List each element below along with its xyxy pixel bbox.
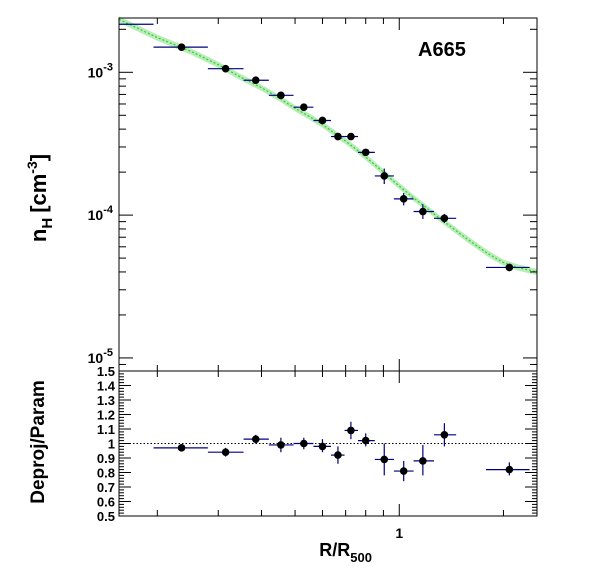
bottom-data-point (318, 442, 327, 451)
bottom-y-tick-label: 1.5 (97, 364, 115, 379)
bottom-y-tick-label: 0.5 (97, 509, 115, 524)
bottom-x-tick-label: 1 (395, 525, 403, 541)
bottom-y-tick-label: 1.2 (97, 408, 115, 423)
bottom-panel: 0.50.60.70.80.911.11.21.31.41.51 Deproj/… (28, 364, 538, 565)
bottom-data-point (300, 439, 308, 448)
bottom-y-tick-label: 1.1 (97, 422, 115, 437)
top-y-tick-label: 10-5 (88, 347, 113, 366)
top-axes: 10-3 10-4 10-5 (88, 17, 538, 372)
bottom-axes: 0.50.60.70.80.911.11.21.31.41.51 (97, 364, 538, 541)
bottom-y-tick-label: 1.3 (97, 393, 115, 408)
top-data-point (419, 207, 427, 216)
y-axis-title-top: nH[cm-3] (24, 154, 56, 242)
bottom-data-points (153, 421, 530, 482)
bottom-data-point (361, 436, 370, 445)
bottom-data-point (221, 448, 230, 457)
top-data-point (361, 148, 370, 157)
top-data-points (119, 23, 530, 272)
bottom-data-point (380, 455, 389, 464)
top-data-point (177, 43, 186, 51)
bottom-data-point (251, 435, 260, 443)
bottom-data-point (177, 444, 186, 452)
top-y-tick-label: 10-3 (88, 61, 113, 80)
top-panel: 10-3 10-4 10-5 A665 nH[cm-3] (24, 16, 538, 372)
top-data-point (399, 195, 408, 203)
top-data-point (251, 76, 260, 85)
bottom-data-point (334, 451, 342, 459)
bottom-y-tick-label: 0.6 (97, 495, 115, 510)
bottom-data-point (505, 465, 514, 474)
x-axis-title: R/R500 (319, 540, 372, 565)
top-data-point (221, 64, 230, 73)
y-axis-title-bottom: Deproj/Param (28, 380, 49, 504)
model-curve-line (118, 18, 538, 273)
top-data-point (334, 132, 342, 141)
bottom-data-point (419, 457, 427, 465)
bottom-y-tick-label: 0.9 (97, 451, 115, 466)
annotation-label: A665 (418, 39, 466, 61)
bottom-y-tick-label: 1.4 (97, 379, 116, 394)
top-data-point (440, 214, 449, 223)
top-y-tick-label: 10-4 (88, 204, 114, 223)
bottom-y-tick-label: 0.8 (97, 466, 115, 481)
model-uncertainty-band (119, 16, 537, 276)
bottom-data-point (399, 467, 408, 475)
bottom-y-tick-label: 1 (108, 437, 115, 452)
bottom-data-point (277, 441, 285, 449)
top-data-point (380, 172, 389, 180)
top-data-point (300, 103, 308, 111)
top-data-point (505, 263, 514, 272)
top-data-point (277, 91, 285, 100)
top-data-point (347, 132, 355, 141)
model-curve (118, 16, 538, 276)
bottom-y-tick-label: 0.7 (97, 480, 115, 495)
top-data-point (318, 116, 327, 125)
bottom-data-point (440, 431, 449, 439)
bottom-data-point (347, 426, 355, 435)
